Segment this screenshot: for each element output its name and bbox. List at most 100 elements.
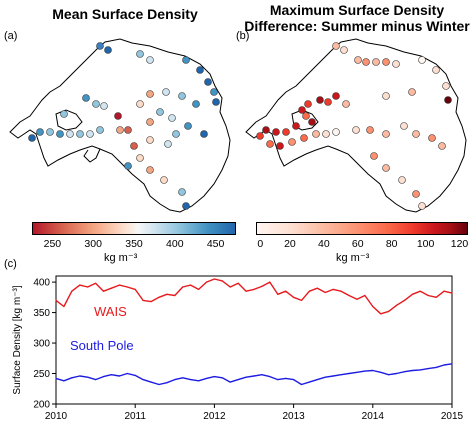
data-point [158, 383, 160, 386]
site-marker [124, 162, 132, 170]
site-marker [370, 152, 378, 160]
data-point [269, 375, 271, 378]
data-point [443, 290, 445, 292]
data-point [300, 299, 303, 301]
data-point [261, 285, 263, 287]
site-marker [292, 122, 300, 130]
data-point [419, 290, 421, 292]
data-point [71, 377, 73, 379]
site-marker [276, 142, 284, 150]
y-tick-label: 400 [33, 278, 50, 289]
data-point [197, 288, 200, 291]
data-point [308, 290, 311, 292]
data-point [261, 374, 263, 376]
site-marker [146, 136, 154, 144]
data-point [364, 294, 366, 297]
data-point [213, 375, 215, 378]
site-marker [256, 132, 264, 140]
data-point [285, 377, 287, 379]
colorbar-b-tick: 40 [317, 238, 330, 250]
y-tick-label: 300 [33, 339, 50, 350]
site-marker [342, 100, 350, 108]
colorbar-a-tick: 400 [166, 238, 184, 250]
x-tick-label: 2012 [203, 411, 226, 422]
panel-b-label: (b) [236, 30, 250, 42]
data-point [380, 313, 382, 315]
colorbar-a-tick: 250 [43, 238, 62, 250]
series-line-south-pole [55, 363, 453, 386]
data-point [71, 290, 73, 292]
data-point [102, 290, 105, 292]
data-point [372, 369, 374, 372]
data-point [395, 304, 398, 306]
site-marker [400, 122, 408, 130]
data-point [364, 370, 366, 372]
data-point [403, 371, 406, 373]
colorbar-b-tick: 80 [385, 238, 398, 250]
site-marker [412, 190, 420, 198]
data-point [142, 379, 144, 381]
data-point [435, 296, 437, 298]
data-point [221, 377, 223, 379]
data-point [388, 310, 390, 312]
site-marker [266, 140, 274, 148]
site-marker [354, 56, 362, 64]
site-marker [162, 88, 170, 96]
data-point [332, 375, 334, 377]
data-point [269, 281, 271, 283]
data-point [95, 282, 97, 284]
data-point [134, 288, 136, 291]
site-marker [146, 56, 154, 64]
site-marker [332, 42, 340, 50]
data-point [435, 366, 437, 369]
chart-axes: 2010 2011 2012 2013 2014 2015 200 250 300 350 400 S… [12, 275, 464, 422]
site-marker [92, 100, 100, 108]
data-point [63, 305, 65, 308]
site-marker [382, 92, 390, 100]
colorbar-a-tick: 350 [125, 238, 143, 250]
data-point [372, 305, 374, 308]
site-marker [300, 134, 308, 142]
colorbar-b-tick: 120 [450, 238, 469, 250]
site-marker [114, 112, 122, 120]
data-point [356, 371, 358, 373]
data-point [237, 282, 239, 284]
site-markers-a [28, 42, 220, 210]
site-marker [298, 106, 306, 114]
data-point [388, 374, 390, 376]
site-marker [100, 102, 108, 110]
colorbar-a-tick: 300 [84, 238, 102, 250]
x-tick-label: 2013 [282, 411, 305, 422]
data-point [348, 294, 350, 297]
panel-b-title-line1: Maximum Surface Density [269, 2, 445, 18]
site-marker [200, 130, 208, 138]
data-point [126, 372, 128, 375]
data-point [443, 364, 445, 366]
site-marker [322, 130, 330, 138]
site-marker [192, 100, 200, 108]
site-marker [332, 92, 340, 100]
site-marker [366, 126, 374, 134]
data-point [340, 374, 342, 376]
data-point [166, 293, 168, 295]
site-marker [146, 90, 154, 98]
colorbar-b-tick: 100 [416, 238, 435, 250]
site-marker [316, 96, 324, 104]
legend-wais: WAIS [94, 304, 127, 319]
site-marker [352, 126, 360, 134]
antarctica-map-density-difference [245, 38, 467, 213]
data-point [110, 374, 113, 376]
data-point [110, 287, 113, 289]
data-point [182, 286, 184, 288]
data-point [308, 381, 311, 383]
data-point [380, 371, 382, 373]
data-point [174, 294, 176, 297]
site-marker [104, 46, 112, 54]
data-point [277, 293, 279, 295]
legend-south-pole: South Pole [70, 338, 134, 353]
site-marker [28, 134, 36, 142]
data-point [245, 290, 247, 292]
site-marker [304, 100, 312, 108]
site-marker [136, 100, 144, 108]
colorbar-a-ticks: 250 300 350 400 450 [32, 238, 236, 252]
